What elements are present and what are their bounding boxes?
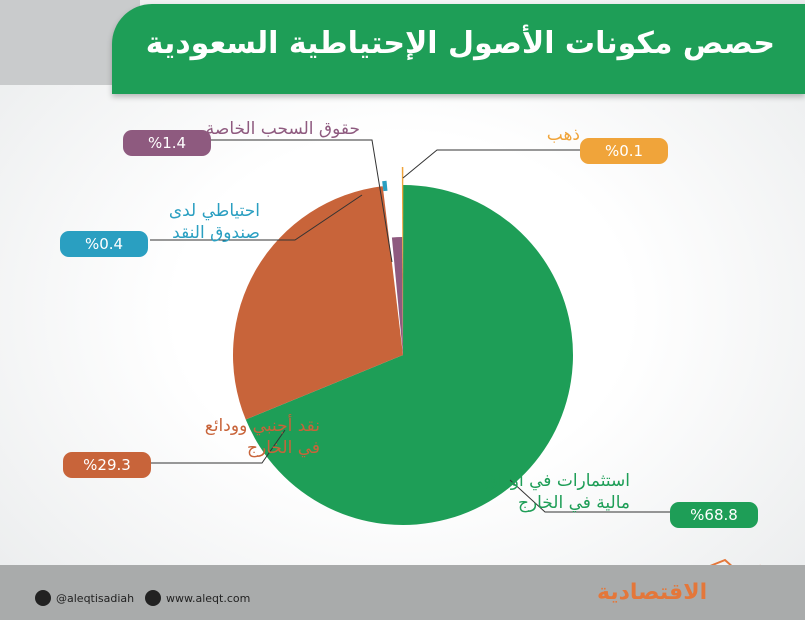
slice-securities (245, 185, 573, 525)
twitter-icon (35, 590, 51, 606)
label-securities: استثمارات في أوراق مالية في الخارج (484, 471, 630, 513)
leader-line (150, 194, 363, 241)
slice-cash (233, 186, 403, 420)
leader-line (402, 149, 580, 179)
leader-line (150, 429, 286, 464)
twitter-handle[interactable]: @aleqtisadiah (35, 590, 134, 606)
label-cash: نقد أجنبي وودائع في الخارج (204, 416, 320, 458)
website-link[interactable]: www.aleqt.com (145, 590, 250, 606)
label-gold: ذهب (546, 125, 580, 145)
twitter-text: @aleqtisadiah (56, 591, 135, 605)
pill-gold: %0.1 (580, 138, 668, 164)
slice-gold (401, 166, 404, 355)
slice-imf (382, 180, 388, 192)
pill-cash: %29.3 (63, 452, 151, 478)
footer (0, 565, 805, 620)
title-banner: حصص مكونات الأصول الإحتياطية السعودية (112, 4, 805, 94)
leader-line (210, 139, 393, 263)
leader-line (509, 479, 670, 513)
chart-title: حصص مكونات الأصول الإحتياطية السعودية (145, 26, 775, 61)
globe-icon (145, 590, 161, 606)
slice-sdr (391, 237, 403, 355)
pill-sdr: %1.4 (123, 130, 211, 156)
logo: الاقتصادية (597, 580, 708, 605)
website-text: www.aleqt.com (166, 591, 251, 605)
pill-securities: %68.8 (670, 502, 758, 528)
pill-imf: %0.4 (60, 231, 148, 257)
label-sdr: حقوق السحب الخاصة (205, 119, 360, 139)
label-imf: احتياطي لدى صندوق النقد (168, 201, 260, 243)
